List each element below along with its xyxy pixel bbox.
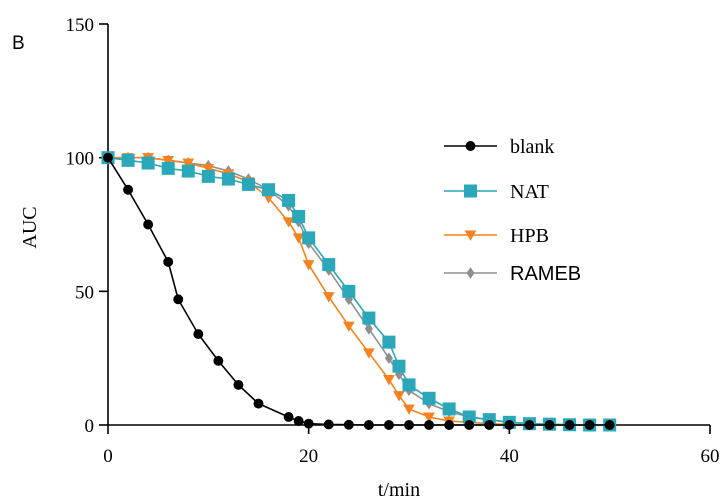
data-point-blank bbox=[123, 185, 133, 195]
data-point-blank bbox=[524, 420, 534, 430]
data-point-blank bbox=[304, 419, 314, 429]
legend-label: NAT bbox=[510, 181, 549, 203]
data-point-blank bbox=[324, 420, 334, 430]
data-point-blank bbox=[143, 220, 153, 230]
data-point-blank bbox=[565, 420, 575, 430]
legend-marker bbox=[464, 185, 477, 198]
legend-marker bbox=[466, 141, 476, 151]
data-point-nat bbox=[362, 312, 375, 325]
legend-item-blank: blank bbox=[444, 136, 554, 158]
data-point-blank bbox=[464, 420, 474, 430]
data-point-nat bbox=[242, 178, 255, 191]
y-tick-label: 0 bbox=[85, 416, 95, 437]
legend-item-rameb: RAMEB bbox=[444, 263, 581, 285]
data-point-nat bbox=[142, 157, 155, 170]
data-point-hpb bbox=[303, 260, 315, 270]
legend-item-hpb: HPB bbox=[444, 225, 549, 247]
data-point-blank bbox=[284, 412, 294, 422]
data-point-blank bbox=[484, 420, 494, 430]
y-axis-title: AUC bbox=[19, 206, 41, 248]
data-point-blank bbox=[294, 416, 304, 426]
data-point-nat bbox=[322, 258, 335, 271]
y-tick-label: 50 bbox=[75, 282, 94, 303]
data-point-hpb bbox=[383, 375, 395, 385]
legend-label: RAMEB bbox=[510, 263, 581, 285]
data-point-blank bbox=[504, 420, 514, 430]
data-point-nat bbox=[423, 392, 436, 405]
data-point-nat bbox=[122, 154, 135, 167]
data-point-hpb bbox=[323, 292, 335, 302]
data-point-nat bbox=[222, 173, 235, 186]
data-point-hpb bbox=[403, 404, 415, 414]
data-point-nat bbox=[403, 378, 416, 391]
data-point-blank bbox=[173, 294, 183, 304]
data-point-nat bbox=[292, 210, 305, 223]
data-point-nat bbox=[202, 170, 215, 183]
data-point-blank bbox=[404, 420, 414, 430]
panel-label: B bbox=[12, 33, 25, 54]
data-point-blank bbox=[605, 420, 615, 430]
x-axis-title: t/min bbox=[378, 479, 420, 499]
x-tick-label: 40 bbox=[500, 446, 519, 467]
legend-item-nat: NAT bbox=[444, 181, 549, 203]
data-point-nat bbox=[382, 336, 395, 349]
data-point-blank bbox=[364, 420, 374, 430]
data-point-nat bbox=[302, 231, 315, 244]
data-point-nat bbox=[443, 402, 456, 415]
data-point-nat bbox=[162, 162, 175, 175]
x-tick-label: 0 bbox=[103, 446, 113, 467]
data-point-nat bbox=[262, 183, 275, 196]
data-point-blank bbox=[213, 356, 223, 366]
data-point-nat bbox=[182, 165, 195, 178]
data-point-blank bbox=[344, 420, 354, 430]
x-tick-label: 60 bbox=[701, 446, 720, 467]
legend: blank NAT HPB RAMEB bbox=[444, 136, 581, 285]
y-tick-label: 150 bbox=[66, 15, 95, 36]
data-point-blank bbox=[585, 420, 595, 430]
data-point-blank bbox=[103, 153, 113, 163]
data-point-nat bbox=[342, 285, 355, 298]
legend-marker bbox=[466, 267, 474, 279]
data-point-blank bbox=[545, 420, 555, 430]
data-point-blank bbox=[424, 420, 434, 430]
data-point-nat bbox=[392, 360, 405, 373]
data-point-blank bbox=[444, 420, 454, 430]
data-point-blank bbox=[254, 399, 264, 409]
data-point-blank bbox=[163, 257, 173, 267]
y-tick-label: 100 bbox=[66, 149, 95, 170]
legend-label: blank bbox=[510, 136, 554, 158]
legend-label: HPB bbox=[510, 225, 549, 247]
data-point-nat bbox=[282, 194, 295, 207]
data-point-blank bbox=[384, 420, 394, 430]
data-point-blank bbox=[193, 329, 203, 339]
data-point-blank bbox=[233, 380, 243, 390]
x-tick-label: 20 bbox=[299, 446, 318, 467]
